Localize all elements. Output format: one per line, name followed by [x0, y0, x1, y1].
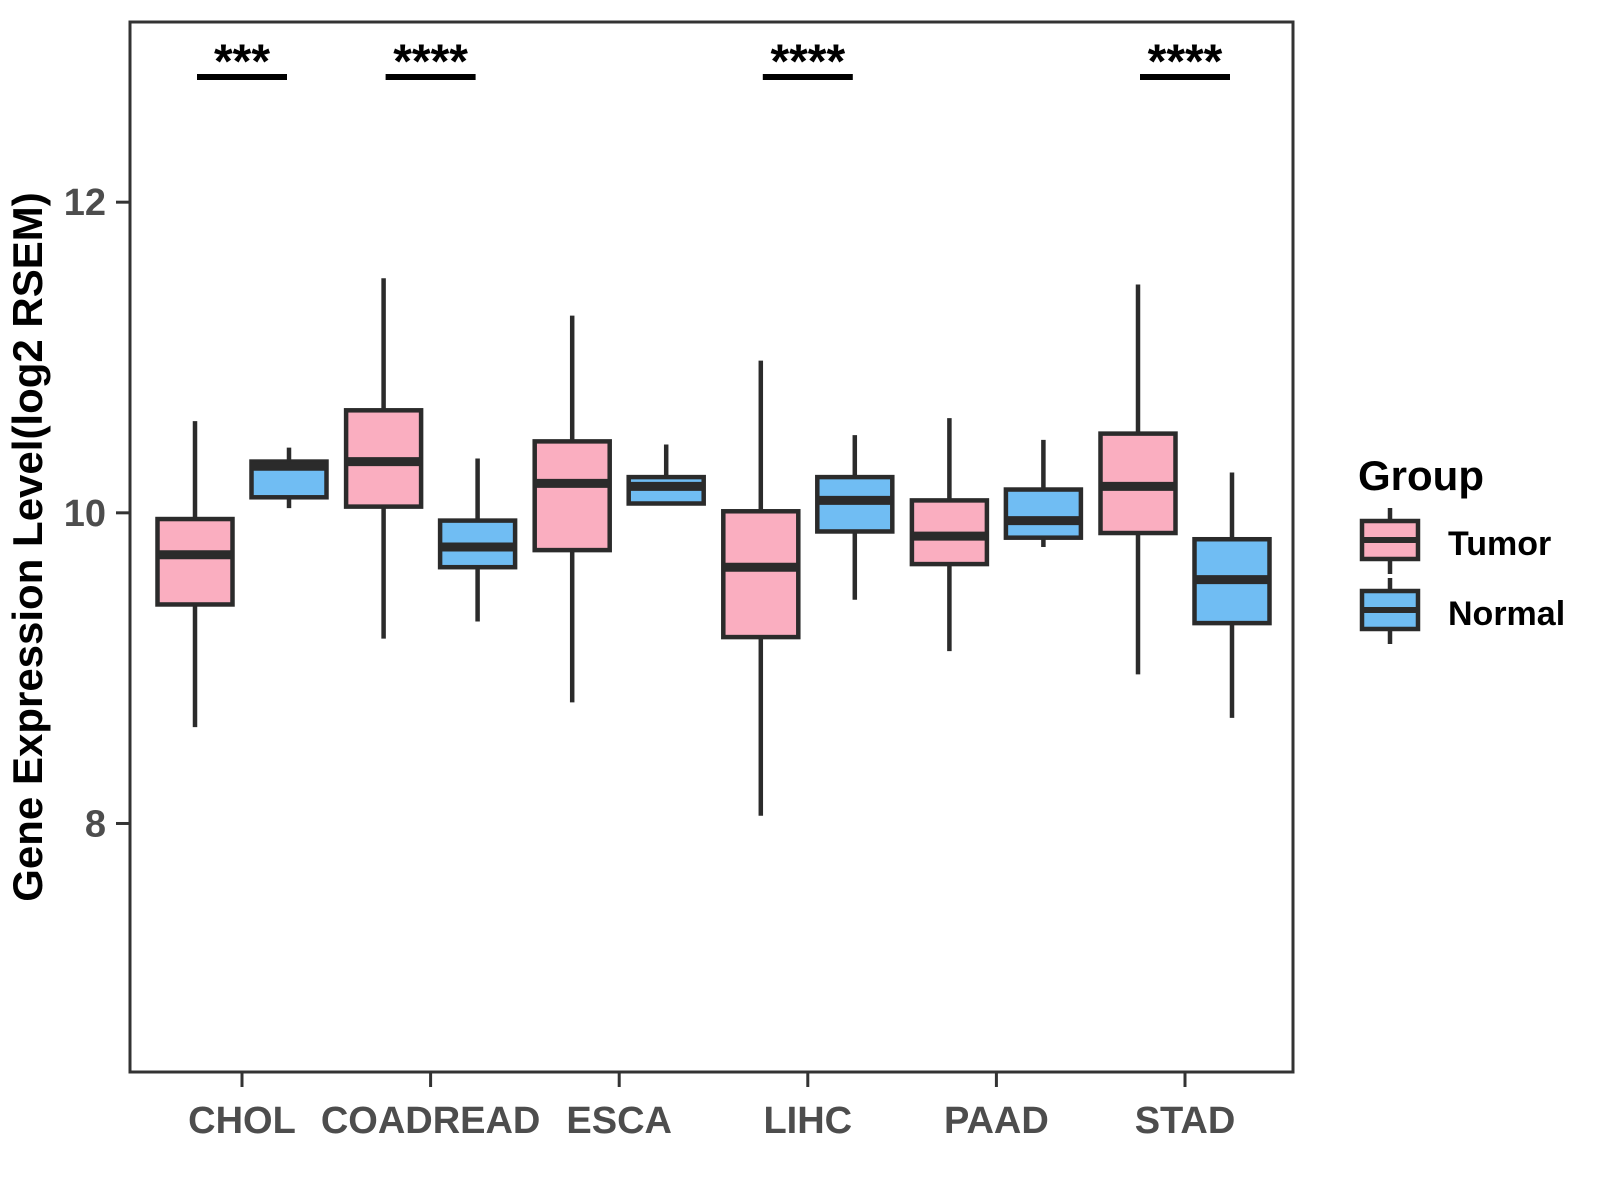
significance-annotations: *** **** **** ****	[197, 36, 1230, 89]
significance-stars: ****	[770, 36, 845, 89]
legend-label-normal: Normal	[1448, 595, 1565, 633]
boxplot-normal-coadread	[437, 458, 518, 622]
boxplot-tumor-chol	[155, 421, 235, 728]
boxplot-tumor-lihc	[721, 360, 801, 816]
legend-title: Group	[1358, 452, 1484, 499]
iqr-box	[721, 509, 801, 640]
significance-stars: ****	[393, 36, 468, 89]
significance-stad: ****	[1140, 36, 1230, 89]
x-tick-label: ESCA	[566, 1100, 672, 1142]
boxplot-normal-esca	[626, 444, 706, 506]
boxplot-series	[155, 278, 1272, 816]
x-tick-label: STAD	[1135, 1100, 1236, 1142]
iqr-box	[532, 439, 612, 553]
tumor-legend-swatch	[1359, 508, 1421, 574]
x-tick-label: COADREAD	[321, 1100, 541, 1142]
iqr-box	[1003, 487, 1084, 540]
boxplot-tumor-esca	[532, 315, 612, 703]
axes: 8 10 12 CHOL COADREAD ESCA LIHC PAAD STAD	[64, 182, 1236, 1142]
y-tick-label: 12	[64, 182, 106, 224]
x-tick-label: LIHC	[763, 1100, 852, 1142]
plot-panel	[128, 20, 1295, 1074]
boxplot-tumor-stad	[1098, 284, 1178, 675]
y-axis-title: Gene Expression Level(log2 RSEM)	[4, 192, 51, 902]
significance-stars: ***	[214, 36, 270, 89]
boxplot-tumor-coadread	[343, 278, 424, 639]
x-tick-label: PAAD	[944, 1100, 1049, 1142]
significance-coadread: ****	[385, 36, 476, 89]
x-tick-label: CHOL	[188, 1100, 296, 1142]
y-tick-label: 8	[85, 803, 106, 845]
iqr-box	[155, 516, 235, 607]
panel-border	[128, 20, 1295, 1074]
boxplot-normal-stad	[1192, 472, 1272, 718]
significance-chol: ***	[197, 36, 287, 89]
boxplot-tumor-paad	[909, 418, 990, 652]
significance-stars: ****	[1148, 36, 1223, 89]
y-tick-label: 10	[64, 493, 106, 535]
boxplot-normal-lihc	[815, 435, 895, 600]
normal-legend-swatch	[1359, 578, 1421, 644]
boxplot-normal-chol	[249, 447, 329, 509]
legend-label-tumor: Tumor	[1448, 525, 1551, 563]
significance-lihc: ****	[762, 36, 853, 89]
legend: Group Tumor Normal	[1358, 452, 1565, 644]
legend-swatches	[1359, 508, 1421, 644]
boxplot-normal-paad	[1003, 439, 1084, 547]
